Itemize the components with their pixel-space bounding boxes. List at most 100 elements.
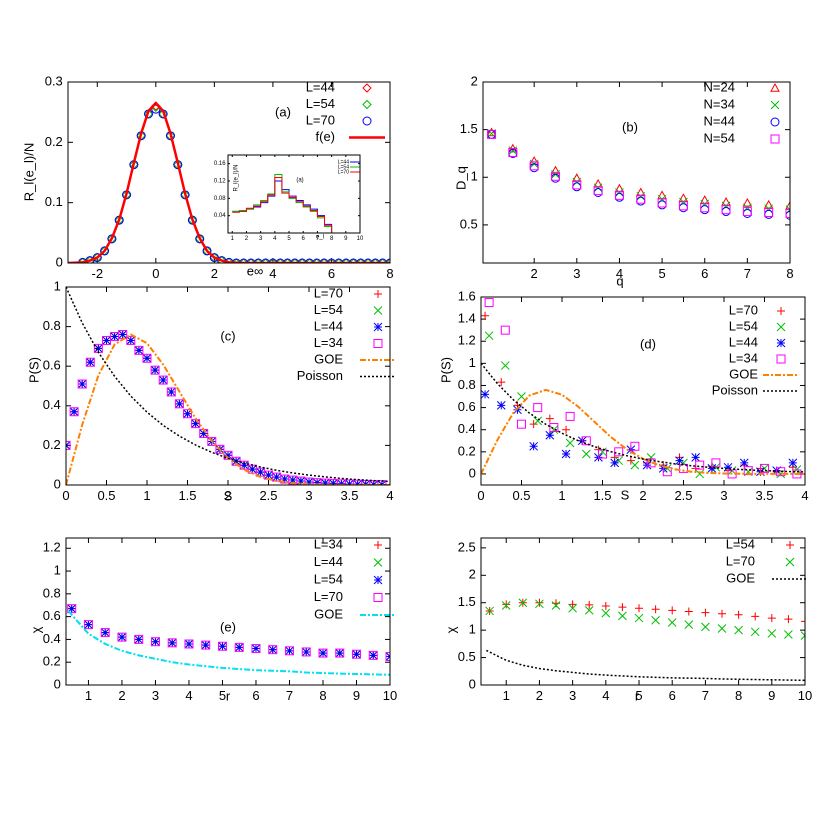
legend-marker [362, 99, 372, 110]
marker [630, 460, 640, 470]
x-tick-label: 8 [330, 236, 334, 242]
x-tick-label: 1 [143, 488, 150, 503]
marker [251, 644, 261, 653]
marker [77, 379, 87, 389]
marker [305, 258, 314, 263]
x-axis-label: e∞ [247, 263, 264, 278]
legend-label: L=54 [314, 571, 343, 586]
plot-area [486, 127, 790, 220]
legend-marker [362, 116, 372, 126]
y-tick-label: 0.6 [43, 358, 61, 373]
x-tick-label: 2 [639, 488, 646, 503]
marker [734, 625, 743, 635]
marker [651, 605, 660, 614]
marker [261, 258, 271, 263]
marker [67, 604, 77, 614]
x-tick-label: -2 [91, 266, 103, 281]
marker [247, 464, 257, 474]
marker [134, 635, 144, 644]
marker [635, 604, 644, 613]
x-tick-label: 8 [735, 688, 742, 703]
marker [776, 467, 786, 477]
marker [319, 258, 329, 263]
x-tick-label: 8 [786, 266, 793, 281]
legend-label: L=54 [306, 96, 335, 111]
x-tick-label: 10 [383, 688, 397, 703]
marker [94, 344, 103, 353]
legend-label: L=70 [306, 112, 335, 127]
plot-area [66, 287, 390, 485]
marker [593, 183, 603, 193]
x-tick-label: 2.5 [674, 488, 692, 503]
marker [484, 298, 494, 308]
marker [751, 612, 760, 621]
y-tick-label: 2.5 [458, 539, 476, 554]
marker [348, 258, 359, 263]
x-tick-label: 0 [62, 488, 69, 503]
x-tick-label: 3 [720, 488, 727, 503]
legend-label: L=70 [729, 302, 758, 317]
marker [290, 258, 300, 263]
y-tick-label: 0.6 [458, 399, 476, 414]
marker [134, 346, 144, 355]
marker [363, 258, 373, 263]
plot-frame [65, 286, 391, 486]
marker [351, 649, 361, 659]
x-tick-label: 1 [558, 488, 565, 503]
marker [184, 639, 194, 649]
marker [593, 178, 603, 188]
marker [545, 414, 554, 423]
marker [700, 205, 710, 215]
marker [363, 258, 373, 263]
marker [497, 378, 506, 387]
data-line [481, 362, 805, 473]
legend-marker [373, 593, 383, 602]
marker [202, 246, 212, 256]
x-tick-label: 6 [669, 688, 676, 703]
legend-label: L=44 [729, 334, 758, 349]
marker [734, 610, 743, 619]
marker [284, 646, 294, 656]
marker [353, 479, 362, 485]
marker [288, 475, 298, 485]
x-tick-label: 3 [569, 688, 576, 703]
x-tick-label: 1 [503, 688, 510, 703]
y-tick-label: 1.5 [458, 594, 476, 609]
x-tick-label: 8 [319, 688, 326, 703]
marker [167, 638, 177, 648]
legend-marker [785, 557, 795, 567]
marker [598, 449, 607, 459]
y-tick-label: 2 [471, 73, 478, 88]
marker [707, 464, 717, 473]
y-tick-label: 0.2 [43, 437, 61, 452]
marker [550, 173, 560, 183]
marker [593, 186, 603, 196]
marker [785, 208, 790, 218]
y-tick-label: 0.04 [214, 213, 226, 219]
marker [508, 147, 518, 157]
marker [102, 336, 111, 345]
marker [345, 479, 354, 485]
marker [742, 208, 752, 218]
legend-label: GOE [314, 606, 343, 621]
marker [581, 436, 591, 446]
marker [334, 258, 344, 263]
marker [151, 637, 160, 647]
marker [626, 456, 635, 465]
marker [297, 258, 307, 263]
marker [618, 603, 627, 612]
marker [668, 606, 677, 615]
panel-label: (b) [622, 119, 638, 134]
marker [126, 336, 136, 345]
plot-area [68, 101, 390, 263]
x-tick-label: 0 [477, 488, 484, 503]
y-tick-label: 1 [54, 278, 61, 293]
y-tick-label: 0.1 [45, 194, 63, 209]
marker [117, 632, 127, 642]
x-axis-label: S [621, 487, 630, 502]
marker [166, 387, 176, 397]
marker [742, 197, 753, 207]
marker [334, 258, 344, 263]
marker [568, 600, 577, 609]
